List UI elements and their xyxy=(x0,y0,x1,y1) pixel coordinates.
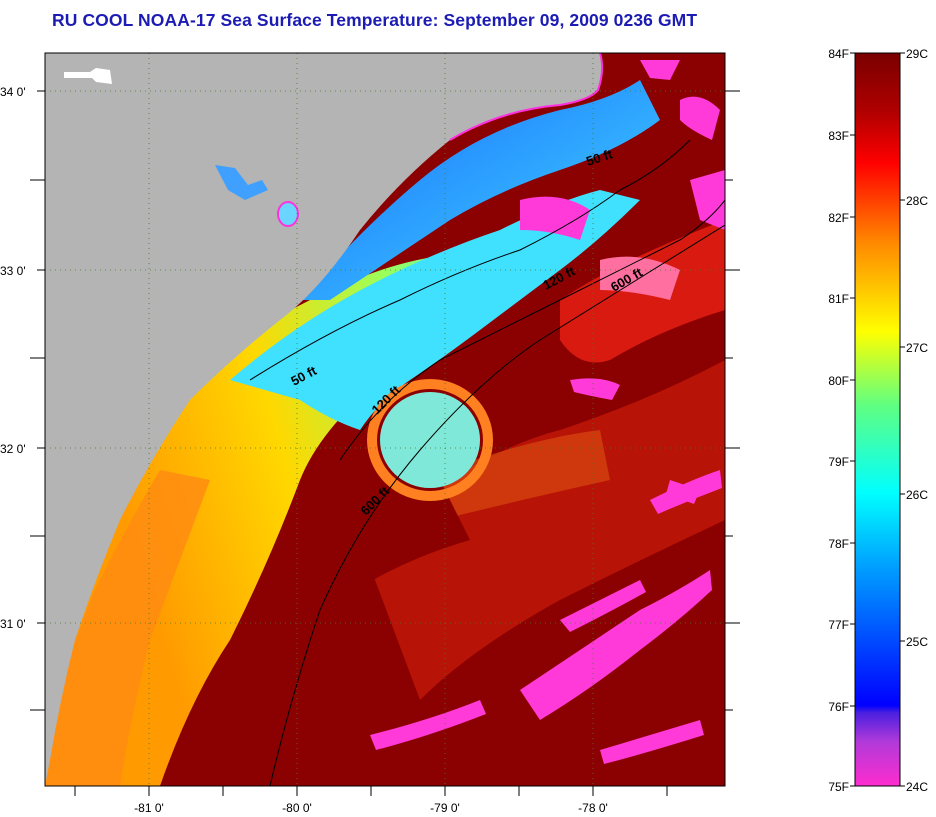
lat-label: 34 0' xyxy=(0,85,26,99)
colorbar-c-label: 25C xyxy=(906,635,928,649)
lon-label: -80 0' xyxy=(282,801,312,815)
shelf-water xyxy=(230,190,640,430)
cold-patch xyxy=(560,580,646,632)
island xyxy=(215,165,268,200)
cold-patch xyxy=(666,480,700,504)
lon-label: -78 0' xyxy=(578,801,608,815)
cool-coastal-water xyxy=(300,80,660,300)
colorbar-c-label: 29C xyxy=(906,47,928,61)
graticule xyxy=(45,53,725,786)
colorbar-f-label: 81F xyxy=(828,292,849,306)
lat-label: 31 0' xyxy=(0,617,26,631)
cold-patch xyxy=(680,96,720,140)
coastal-warm-strip xyxy=(45,470,210,786)
lat-label: 33 0' xyxy=(0,264,26,278)
lon-label: -81 0' xyxy=(134,801,164,815)
colorbar-f-label: 83F xyxy=(828,129,849,143)
cold-patch xyxy=(690,170,725,230)
colorbar-c-label: 24C xyxy=(906,780,928,794)
coastline xyxy=(449,53,604,141)
cold-patch xyxy=(640,60,680,80)
colorbar-f-label: 76F xyxy=(828,700,849,714)
cold-patch xyxy=(520,196,590,240)
colorbar-f-label: 80F xyxy=(828,374,849,388)
island xyxy=(277,201,299,227)
warm-patch xyxy=(420,430,610,520)
eddy-ring xyxy=(367,379,493,501)
colorbar-f-label: 79F xyxy=(828,455,849,469)
colorbar-gradient xyxy=(854,52,901,787)
depth-contour-600ft xyxy=(269,224,725,786)
depth-contour-120ft xyxy=(339,199,725,461)
map-imagery xyxy=(45,53,725,786)
axis-ticks xyxy=(30,90,740,796)
map-title: RU COOL NOAA-17 Sea Surface Temperature:… xyxy=(52,10,698,30)
map-frame xyxy=(44,52,726,787)
gulf-stream-filament xyxy=(160,480,470,786)
cold-patch xyxy=(370,700,486,750)
eddy-core xyxy=(380,392,480,488)
lon-label: -79 0' xyxy=(430,801,460,815)
colorbar-f-label: 75F xyxy=(828,780,849,794)
colorbar-f-label: 82F xyxy=(828,211,849,225)
colorbar-f-label: 77F xyxy=(828,618,849,632)
colorbar-c-label: 26C xyxy=(906,488,928,502)
cold-patch xyxy=(570,378,620,400)
cold-patch xyxy=(520,570,712,720)
colorbar-c-label: 28C xyxy=(906,194,928,208)
colorbar-f-label: 84F xyxy=(828,47,849,61)
cold-patch xyxy=(600,720,704,764)
lat-label: 32 0' xyxy=(0,442,26,456)
land-mass xyxy=(45,53,603,786)
scale-marker xyxy=(64,68,112,84)
colorbar-c-label: 27C xyxy=(906,341,928,355)
colorbar: 84F 83F 82F 81F 80F 79F 78F 77F 76F 75F … xyxy=(828,47,928,794)
colorbar-f-label: 78F xyxy=(828,537,849,551)
nearshore-warm-water xyxy=(45,255,500,786)
depth-contour-50ft xyxy=(249,139,691,381)
warm-patch xyxy=(360,360,725,700)
